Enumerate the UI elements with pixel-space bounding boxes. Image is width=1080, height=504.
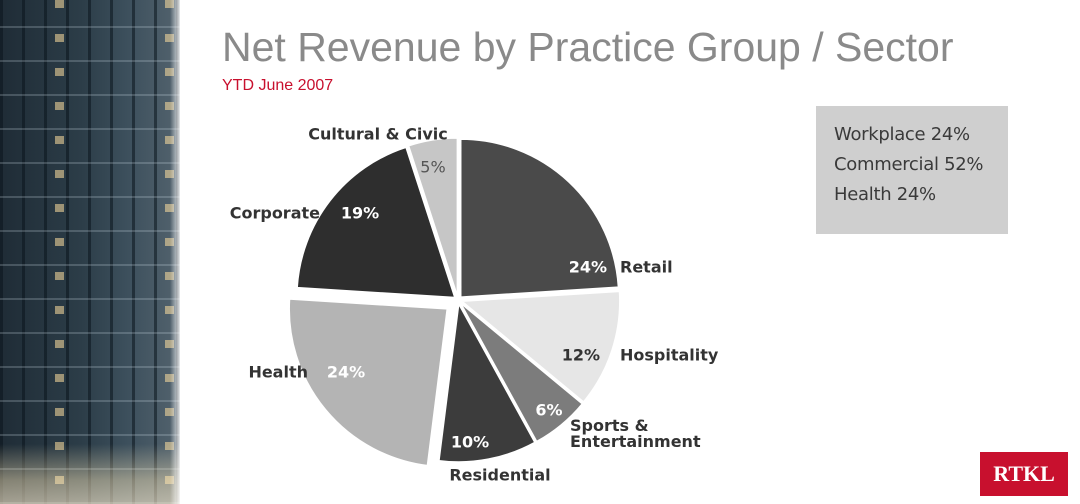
pie-slice-retail [459, 138, 620, 298]
pie-slice-corporate [296, 146, 456, 299]
pct-label-retail: 24% [569, 258, 607, 277]
pie-slice-residential [438, 301, 536, 463]
category-label-corporate: Corporate [230, 204, 320, 223]
pie-slice-hospitality [459, 290, 621, 404]
pct-label-cultural-civic: 5% [420, 158, 445, 177]
category-label-cultural-civic: Cultural & Civic [308, 125, 448, 144]
pct-label-health: 24% [327, 363, 365, 382]
slide-subtitle: YTD June 2007 [222, 77, 334, 94]
sector-summary-box: Workplace 24% Commercial 52% Health 24% [816, 106, 1008, 234]
building-base-glow [0, 444, 180, 504]
category-label-retail: Retail [620, 258, 673, 277]
category-label-residential: Residential [449, 466, 550, 485]
pie-slices [288, 137, 621, 467]
category-label-sports-entertainment: Sports & Entertainment [570, 416, 701, 451]
pct-label-hospitality: 12% [562, 346, 600, 365]
rtkl-logo: RTKL [980, 452, 1068, 496]
pct-label-corporate: 19% [341, 204, 379, 223]
slide-title: Net Revenue by Practice Group / Sector [222, 24, 954, 70]
pie-slice-cultural-civic [407, 137, 459, 297]
summary-health: Health 24% [834, 184, 936, 205]
summary-workplace: Workplace 24% [834, 124, 970, 145]
summary-commercial: Commercial 52% [834, 154, 984, 175]
category-label-hospitality: Hospitality [620, 346, 719, 365]
category-label-health: Health [248, 363, 308, 382]
pct-label-residential: 10% [451, 433, 489, 452]
pie-slice-health [288, 298, 449, 467]
pie-slice-sports-entertainment [459, 302, 584, 443]
pct-label-sports-entertainment: 6% [535, 401, 562, 420]
photo-fade-edge [170, 0, 180, 504]
building-photo [0, 0, 180, 504]
building-lights [0, 0, 180, 504]
